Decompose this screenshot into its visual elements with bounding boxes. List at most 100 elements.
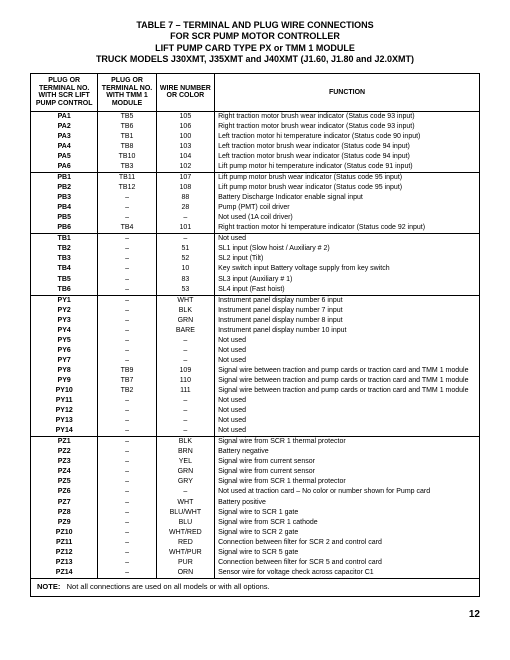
table-row: PY8TB9109Signal wire between traction an…	[31, 366, 480, 376]
term-cell: TB6	[98, 122, 156, 132]
table-row: PY4–BAREInstrument panel display number …	[31, 326, 480, 336]
function-cell: Not used at traction card – No color or …	[215, 487, 480, 497]
function-cell: Right traction motor hi temperature indi…	[215, 223, 480, 234]
term-cell: 111	[156, 386, 214, 396]
term-cell: PY5	[31, 336, 98, 346]
term-cell: BRN	[156, 447, 214, 457]
function-cell: Left traction motor brush wear indicator…	[215, 142, 480, 152]
term-cell: BLU/WHT	[156, 508, 214, 518]
term-cell: BLU	[156, 518, 214, 528]
term-cell: TB12	[98, 183, 156, 193]
term-cell: –	[98, 447, 156, 457]
function-cell: Connection between filter for SCR 5 and …	[215, 558, 480, 568]
function-cell: Lift pump motor brush wear indicator (St…	[215, 183, 480, 193]
term-cell: WHT/RED	[156, 528, 214, 538]
note-text: Not all connections are used on all mode…	[67, 582, 270, 591]
term-cell: PY11	[31, 396, 98, 406]
function-cell: Signal wire from current sensor	[215, 457, 480, 467]
function-cell: Signal wire to SCR 2 gate	[215, 528, 480, 538]
term-cell: 101	[156, 223, 214, 234]
term-cell: TB4	[31, 264, 98, 274]
term-cell: 105	[156, 111, 214, 122]
table-row: TB2–51SL1 input (Slow hoist / Auxiliary …	[31, 244, 480, 254]
table-row: TB1––Not used	[31, 234, 480, 245]
function-cell: Instrument panel display number 6 input	[215, 295, 480, 306]
note-label: NOTE:	[37, 582, 60, 591]
header-col3: WIRE NUMBER OR COLOR	[156, 74, 214, 112]
function-cell: Signal wire from current sensor	[215, 467, 480, 477]
term-cell: –	[156, 396, 214, 406]
function-cell: Sensor wire for voltage check across cap…	[215, 568, 480, 579]
term-cell: –	[98, 316, 156, 326]
term-cell: –	[98, 326, 156, 336]
term-cell: –	[156, 356, 214, 366]
function-cell: Not used	[215, 336, 480, 346]
function-cell: Battery negative	[215, 447, 480, 457]
function-cell: Connection between filter for SCR 2 and …	[215, 538, 480, 548]
term-cell: PY2	[31, 306, 98, 316]
term-cell: –	[98, 477, 156, 487]
term-cell: BLK	[156, 306, 214, 316]
term-cell: –	[156, 487, 214, 497]
title-line-3: LIFT PUMP CARD TYPE PX or TMM 1 MODULE	[30, 43, 480, 54]
term-cell: PUR	[156, 558, 214, 568]
term-cell: –	[98, 416, 156, 426]
term-cell: PZ10	[31, 528, 98, 538]
term-cell: PY13	[31, 416, 98, 426]
function-cell: Lift pump motor brush wear indicator (St…	[215, 173, 480, 184]
term-cell: GRN	[156, 467, 214, 477]
table-row: TB4–10Key switch input Battery voltage s…	[31, 264, 480, 274]
term-cell: TB11	[98, 173, 156, 184]
term-cell: –	[98, 538, 156, 548]
header-row: PLUG OR TERMINAL NO. WITH SCR LIFT PUMP …	[31, 74, 480, 112]
term-cell: TB10	[98, 152, 156, 162]
term-cell: TB6	[31, 285, 98, 296]
function-cell: Signal wire from SCR 1 thermal protector	[215, 477, 480, 487]
term-cell: –	[98, 254, 156, 264]
term-cell: PB3	[31, 193, 98, 203]
term-cell: PA6	[31, 162, 98, 173]
term-cell: PZ7	[31, 498, 98, 508]
table-row: PZ3–YELSignal wire from current sensor	[31, 457, 480, 467]
function-cell: Signal wire from SCR 1 thermal protector	[215, 437, 480, 448]
note-row: NOTE: Not all connections are used on al…	[31, 578, 480, 596]
term-cell: –	[98, 558, 156, 568]
term-cell: PZ8	[31, 508, 98, 518]
term-cell: WHT	[156, 295, 214, 306]
term-cell: –	[98, 295, 156, 306]
function-cell: Pump (PMT) coil driver	[215, 203, 480, 213]
connections-table: PLUG OR TERMINAL NO. WITH SCR LIFT PUMP …	[30, 73, 480, 597]
table-row: PB1TB11107Lift pump motor brush wear ind…	[31, 173, 480, 184]
term-cell: PB2	[31, 183, 98, 193]
term-cell: TB4	[98, 223, 156, 234]
term-cell: 100	[156, 132, 214, 142]
term-cell: PY4	[31, 326, 98, 336]
term-cell: PA1	[31, 111, 98, 122]
term-cell: –	[156, 426, 214, 437]
function-cell: Left traction motor brush wear indicator…	[215, 152, 480, 162]
term-cell: 104	[156, 152, 214, 162]
table-row: PA2TB6106Right traction motor brush wear…	[31, 122, 480, 132]
term-cell: PY8	[31, 366, 98, 376]
term-cell: –	[98, 213, 156, 223]
function-cell: Lift pump motor hi temperature indicator…	[215, 162, 480, 173]
term-cell: –	[98, 457, 156, 467]
table-row: PZ1–BLKSignal wire from SCR 1 thermal pr…	[31, 437, 480, 448]
term-cell: TB1	[98, 132, 156, 142]
table-row: PZ11–REDConnection between filter for SC…	[31, 538, 480, 548]
term-cell: 102	[156, 162, 214, 173]
function-cell: Not used	[215, 346, 480, 356]
term-cell: –	[98, 234, 156, 245]
function-cell: Not used	[215, 234, 480, 245]
term-cell: PY9	[31, 376, 98, 386]
function-cell: Not used	[215, 426, 480, 437]
term-cell: PA2	[31, 122, 98, 132]
function-cell: Not used	[215, 396, 480, 406]
function-cell: Instrument panel display number 8 input	[215, 316, 480, 326]
term-cell: PZ11	[31, 538, 98, 548]
function-cell: SL3 input (Auxiliary # 1)	[215, 275, 480, 285]
term-cell: TB5	[31, 275, 98, 285]
term-cell: PB5	[31, 213, 98, 223]
term-cell: –	[98, 285, 156, 296]
term-cell: TB5	[98, 111, 156, 122]
